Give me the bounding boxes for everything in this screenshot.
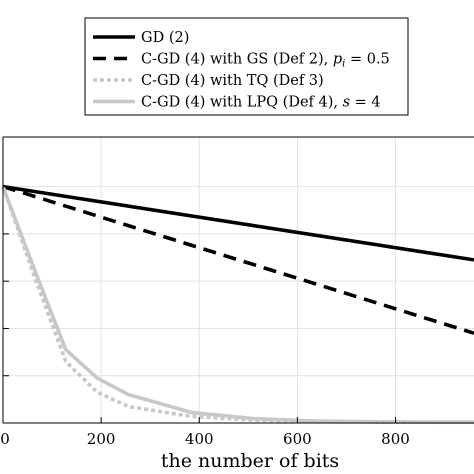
legend-label: C-GD (4) with GS (Def 2), pi = 0.5 <box>141 52 390 70</box>
x-tick-label: 0 <box>0 430 10 448</box>
x-tick-label: 200 <box>87 430 116 448</box>
x-tick-label: 800 <box>381 430 410 448</box>
series-line-2 <box>2 184 474 335</box>
legend-entry: C-GD (4) with GS (Def 2), pi = 0.5 <box>93 52 390 70</box>
legend-label: C-GD (4) with TQ (Def 3) <box>141 73 324 89</box>
plot-background <box>3 137 474 423</box>
series-line-1 <box>2 184 474 262</box>
x-tick-label: 600 <box>283 430 312 448</box>
x-tick-label: 400 <box>185 430 214 448</box>
legend: GD (2) C-GD (4) with GS (Def 2), pi = 0.5… <box>84 17 409 116</box>
legend-entry: C-GD (4) with TQ (Def 3) <box>93 73 324 89</box>
legend-label: GD (2) <box>141 30 189 46</box>
series-line-4 <box>1 185 474 424</box>
legend-box <box>84 17 409 116</box>
legend-entry: C-GD (4) with LPQ (Def 4), s = 4 <box>93 95 381 111</box>
x-axis-label: the number of bits <box>161 450 339 472</box>
plot-area: 0 200 400 600 800 <box>0 136 474 448</box>
legend-label: C-GD (4) with LPQ (Def 4), s = 4 <box>141 95 381 111</box>
legend-entry: GD (2) <box>93 30 189 46</box>
series-line-3 <box>1 186 474 425</box>
